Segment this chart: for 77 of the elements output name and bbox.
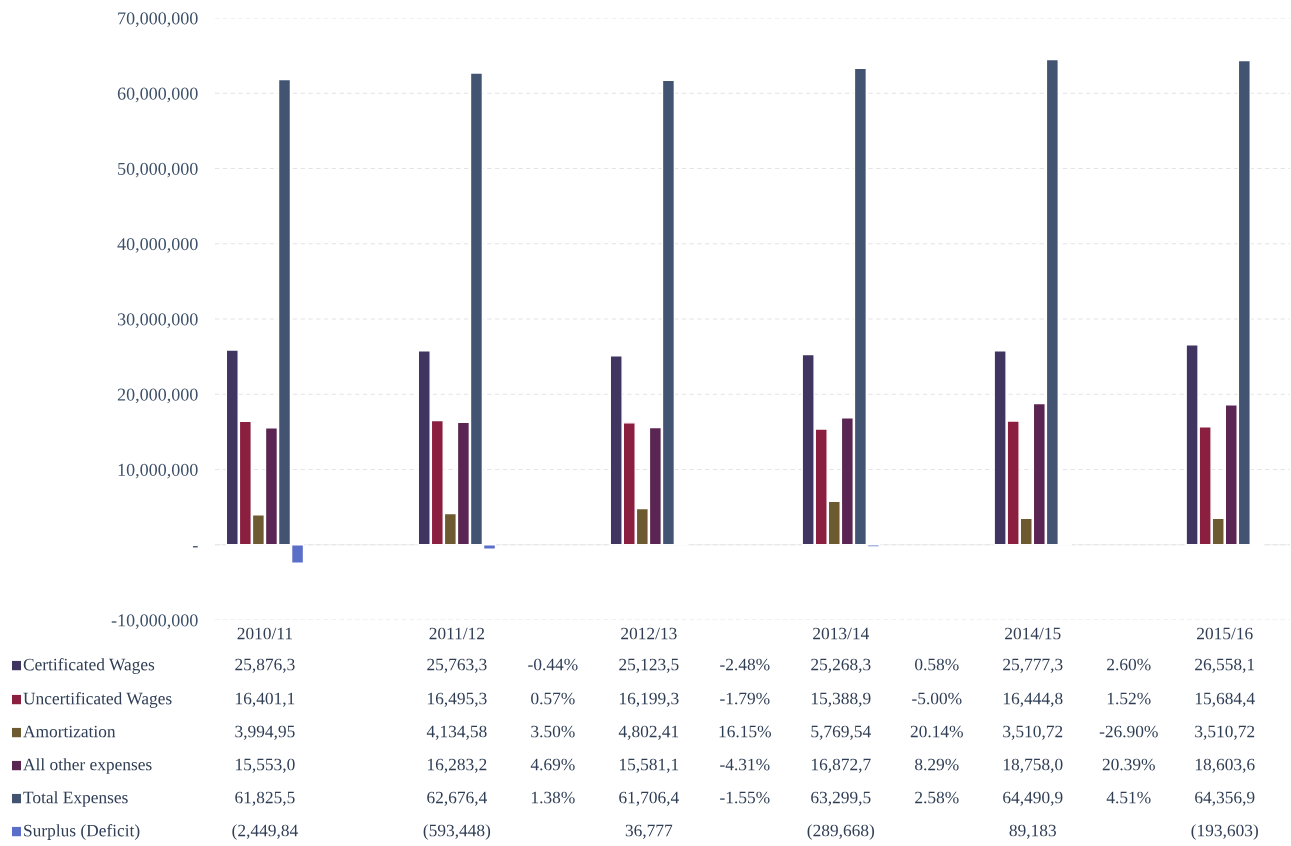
data-label: 26,558,1: [1195, 658, 1255, 673]
x-tick-label: 2012/13: [621, 627, 677, 640]
y-tick-label: 20,000,000: [117, 388, 198, 404]
data-label: 4,802,41: [618, 725, 679, 740]
text: 4.69%: [530, 758, 575, 771]
y-tick-label: 40,000,000: [117, 238, 198, 253]
text: 1.52%: [1107, 692, 1151, 705]
y-tick-label: 70,000,000: [118, 12, 198, 28]
data-label: 25,777,3: [1003, 658, 1063, 673]
text: -1.55%: [720, 791, 770, 804]
data-label: 25,123,5: [619, 658, 679, 673]
text: -2.48%: [720, 658, 770, 671]
data-label: 25,268,3: [811, 658, 871, 673]
y-tick-label: 50,000,000: [118, 162, 198, 178]
data-label: 25,763,3: [427, 658, 487, 673]
data-label: 16,495,3: [428, 692, 487, 707]
text: -5.00%: [912, 692, 962, 705]
y-tick-label: -10,000,000: [111, 614, 198, 630]
data-label: (289,668): [807, 824, 875, 840]
x-tick-label: 2011/12: [429, 627, 485, 640]
text: 2.58%: [915, 791, 959, 804]
text: 20.39%: [1102, 758, 1155, 771]
data-label: 3,510,72: [1003, 725, 1063, 740]
data-label: 25,876,3: [235, 658, 295, 673]
text: 20.14%: [910, 725, 963, 738]
data-label: 16,199,3: [619, 692, 679, 707]
legend-label: Total Expenses: [23, 791, 128, 807]
data-label: 89,183: [1009, 824, 1056, 839]
text: 8.29%: [915, 758, 959, 771]
data-label: 15,553,0: [236, 758, 295, 773]
data-label: 15,684,4: [1195, 692, 1255, 707]
text: 3.50%: [531, 725, 575, 738]
legend-label: Certificated Wages: [23, 658, 155, 674]
data-label: 18,603,6: [1195, 758, 1255, 773]
data-label: 64,490,9: [1003, 791, 1063, 806]
text: -0.44%: [528, 658, 578, 671]
data-label: 18,758,0: [1003, 758, 1063, 773]
data-label: 15,581,1: [619, 758, 679, 773]
data-label: 16,444,8: [1003, 692, 1063, 707]
y-tick-label: 30,000,000: [117, 313, 198, 329]
data-label: 3,994,95: [235, 725, 295, 740]
data-label: 16,872,7: [811, 758, 871, 773]
data-label: 61,706,4: [619, 791, 679, 806]
x-tick-label: 2010/11: [237, 627, 292, 640]
data-label: 36,777: [625, 824, 673, 839]
x-tick-label: 2014/15: [1005, 627, 1061, 640]
data-label: 15,388,9: [811, 692, 871, 707]
text: 0.58%: [915, 658, 959, 671]
y-tick-label: -: [192, 546, 198, 548]
text: 0.57%: [531, 692, 575, 705]
data-label: (193,603): [1191, 824, 1258, 840]
text: -4.31%: [720, 758, 770, 771]
data-label: 3,510,72: [1195, 725, 1255, 740]
text: 16.15%: [719, 725, 771, 738]
legend-label: Uncertificated Wages: [23, 692, 172, 708]
data-label: 61,825,5: [235, 791, 295, 806]
text: 4.51%: [1106, 791, 1151, 804]
data-label: 62,676,4: [427, 791, 487, 806]
text: 1.38%: [531, 791, 575, 804]
data-label: 16,401,1: [236, 692, 295, 707]
text: 2.60%: [1107, 658, 1151, 671]
data-label: 63,299,5: [811, 791, 871, 806]
data-label: (593,448): [423, 824, 491, 840]
data-label: 16,283,2: [428, 758, 487, 773]
x-tick-label: 2013/14: [813, 627, 869, 640]
x-tick-label: 2015/16: [1197, 627, 1253, 640]
text: -26.90%: [1099, 725, 1158, 738]
legend-label: All other expenses: [23, 758, 152, 774]
data-label: 64,356,9: [1195, 791, 1255, 806]
text: -1.79%: [720, 692, 770, 705]
data-label: 4,134,58: [426, 725, 487, 740]
legend-label: Amortization: [23, 725, 116, 738]
y-tick-label: 10,000,000: [118, 463, 198, 479]
legend-label: Surplus (Deficit): [24, 824, 140, 840]
y-tick-label: 60,000,000: [117, 87, 198, 103]
data-label: (2,449,84: [232, 824, 298, 840]
data-label: 5,769,54: [811, 725, 871, 740]
